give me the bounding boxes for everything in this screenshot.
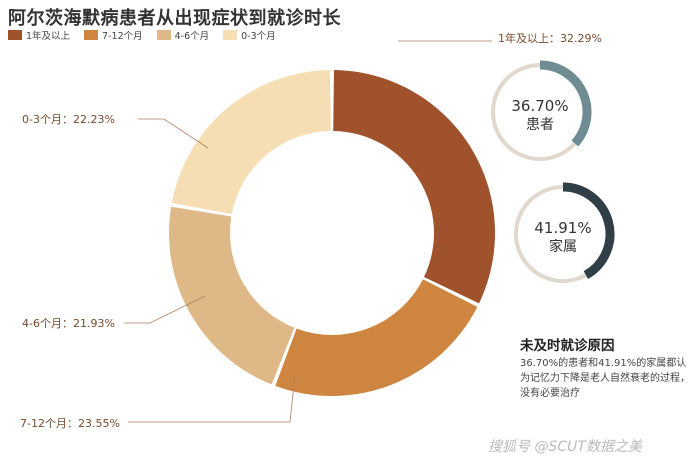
legend-swatch: [84, 30, 99, 40]
legend-item: 4-6个月: [156, 28, 210, 42]
ring-percent: 36.70%: [511, 97, 568, 115]
slice-label: 7-12个月：23.55%: [20, 417, 120, 430]
donut-slice: [169, 206, 295, 385]
donut-slice: [171, 70, 331, 215]
ring-label: 患者: [526, 117, 554, 133]
ring-progress: [562, 182, 615, 279]
leader-line: [128, 374, 296, 423]
donut-slice: [333, 70, 495, 304]
legend-label: 1年及以上: [26, 31, 71, 42]
ring-percent: 41.91%: [534, 219, 591, 237]
leader-line: [124, 295, 206, 324]
cause-title: 未及时就诊原因: [520, 338, 615, 354]
slice-label: 4-6个月：21.93%: [22, 317, 115, 330]
legend-label: 4-6个月: [174, 31, 210, 42]
slice-label: 0-3个月：22.23%: [22, 113, 115, 126]
watermark: 搜狐号 @SCUT数据之美: [488, 439, 642, 455]
ring-label: 家属: [549, 238, 577, 255]
donut-slice: [275, 279, 478, 396]
legend-label: 0-3个月: [241, 31, 276, 42]
legend-item: 1年及以上: [8, 28, 70, 42]
ring-progress: [539, 60, 592, 147]
legend: 1年及以上 7-12个月 4-6个月 0-3个月: [8, 28, 276, 42]
legend-label: 7-12个月: [102, 31, 143, 42]
chart-title: 阿尔茨海默病患者从出现症状到就诊时长: [8, 8, 341, 29]
cause-text: 36.70%的患者和41.91%的家属都认为记忆力下降是老人自然衰老的过程，没有…: [520, 358, 690, 399]
legend-swatch: [223, 30, 238, 40]
legend-item: 0-3个月: [223, 28, 276, 42]
leader-line: [138, 118, 209, 149]
legend-swatch: [156, 30, 171, 40]
slice-label: 1年及以上：32.29%: [498, 31, 602, 45]
legend-swatch: [8, 30, 22, 40]
legend-item: 7-12个月: [84, 28, 143, 42]
